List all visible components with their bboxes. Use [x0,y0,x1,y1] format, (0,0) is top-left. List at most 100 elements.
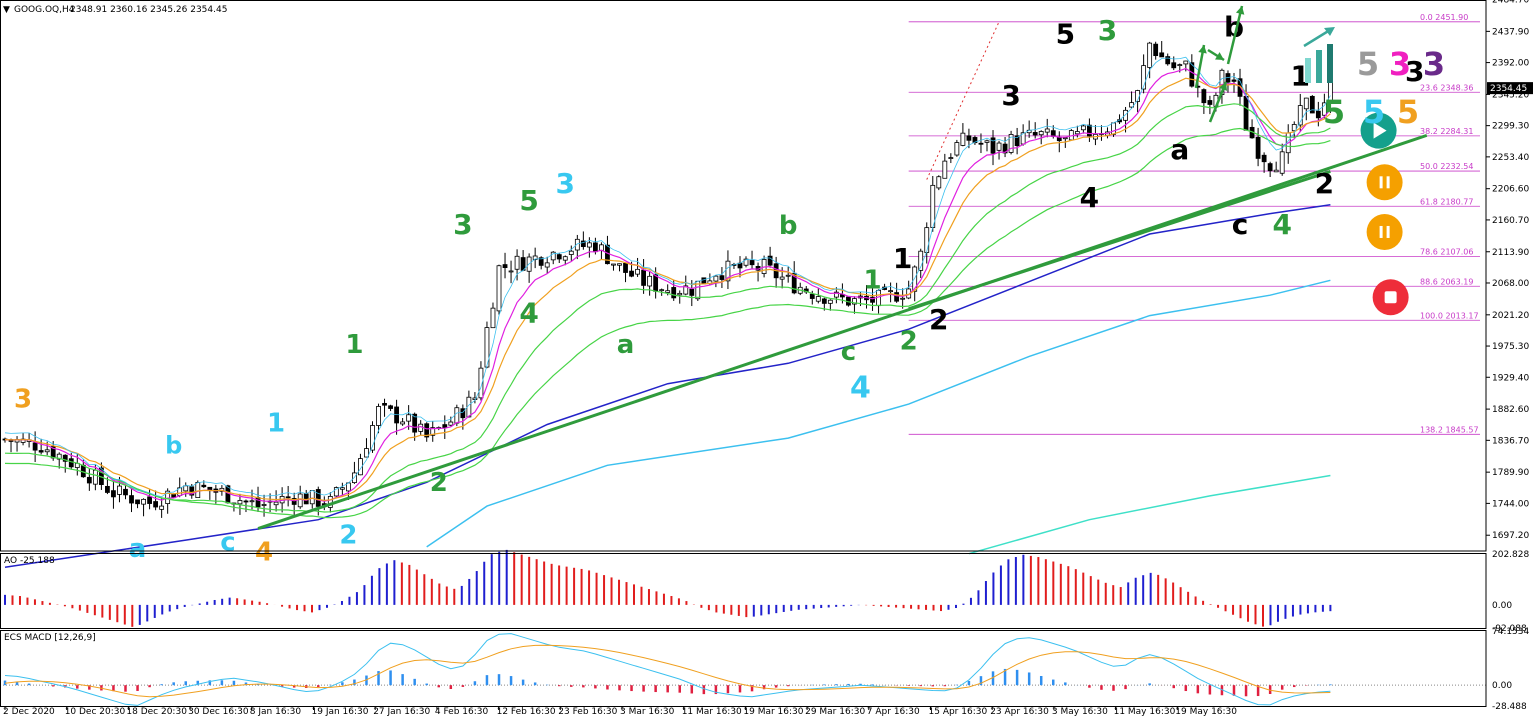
candle-body [1183,60,1189,65]
candle-body [327,496,333,508]
trade-signals [1360,112,1409,316]
time-label: 23 Feb 16:30 [558,707,617,717]
candle-body [1177,64,1183,67]
candle-body [382,402,387,406]
legend-arrow-icon [1303,28,1331,48]
candle-body [1123,109,1128,121]
candle-body [165,490,171,504]
arrow-up-3-head [1219,82,1228,91]
wave-label: 2 [339,521,357,551]
candle-body [641,269,646,286]
wave-label: 5 [1056,18,1075,51]
candle-body [460,408,466,419]
candle-body [1171,62,1177,69]
wave-label: 3 [453,208,472,241]
ao-panel: 202.828 0.00 -92.088 [4,549,1529,634]
candle-body [978,142,984,145]
candle-body [532,255,538,260]
pause-bar [1379,225,1383,238]
candle-body [701,277,707,285]
trendline [257,133,1428,530]
candle-body [833,291,839,298]
legend-wave: 5 [1357,45,1379,83]
candle-body [123,488,128,496]
wave-label: 1 [267,408,285,438]
candle-body [159,505,165,510]
pause-bar [1379,176,1383,189]
price-tick-label: 2113.90 [1492,248,1529,258]
wave-label: 2 [900,327,918,357]
macd-frame [0,630,1487,707]
candle-body [358,458,363,476]
time-label: 23 Apr 16:30 [990,707,1049,717]
candle-body [544,262,550,268]
time-label: 8 Jan 16:30 [250,707,302,717]
candle-body [1038,131,1044,136]
candle-body [659,289,665,292]
candle-body [586,242,592,248]
candle-body [448,421,454,426]
price-tick-label: 2484.70 [1492,0,1529,6]
candle-body [647,275,653,287]
candle-body [105,485,110,493]
macd-label: ECS MACD [12,26,9] [4,633,96,643]
candle-body [153,501,159,508]
candle-body [315,489,321,507]
arrow-right-head [1215,52,1224,60]
moving-average-line [968,474,1331,555]
candle-body [1303,97,1309,110]
time-label: 19 Jan 16:30 [312,707,369,717]
candle-body [406,414,412,422]
candle-body [370,425,375,451]
candle-body [285,496,291,499]
price-tick-label: 2206.60 [1492,185,1529,195]
fib-label: 38.2 2284.31 [1420,127,1473,136]
wave-label: 5 [519,184,538,217]
candle-body [508,270,514,273]
time-label: 12 Feb 16:30 [497,707,556,717]
candle-body [333,487,339,497]
candle-body [574,238,580,251]
candle-body [888,290,893,293]
price-tick-label: 2068.00 [1492,279,1529,289]
symbol-label: GOOG.OQ,H4 [14,5,75,15]
ema-slow-line [4,103,1331,513]
wave-label: 2 [1315,167,1334,200]
fib-label: 61.8 2180.77 [1420,197,1473,206]
macd-panel: 74.1534 0.00 -28.488 [0,627,1529,712]
candle-body [388,405,393,409]
fib-anchor-line [926,21,1000,180]
wave-label: 4 [1272,208,1291,241]
ohlc-values: 2348.91 2360.16 2345.26 2354.45 [70,5,227,15]
candle-body [201,484,207,488]
time-label: 4 Feb 16:30 [435,707,489,717]
pause-bar [1386,225,1390,238]
candle-body [38,450,44,453]
candle-body [80,464,86,478]
wave-label: c [1232,208,1249,241]
candle-body [117,485,122,495]
candle-body [972,137,978,144]
candle-body [442,424,448,429]
candle-body [1291,124,1297,132]
candle-body [580,240,586,247]
time-label: 11 May 16:30 [1114,707,1176,717]
header-triangle[interactable]: ▼ [3,5,10,15]
candle-body [665,290,671,293]
play-glyph [1373,122,1387,139]
candle-body [291,498,297,505]
candle-body [430,427,436,436]
candle-body [1315,110,1321,119]
legend-bar-icon [1327,44,1333,83]
candle-body [514,255,520,270]
candle-body [86,476,92,484]
ao-label: AO -25.188 [4,556,55,566]
wave-label: 1 [863,265,881,295]
price-tick-label: 1697.20 [1492,531,1529,541]
candle-body [195,482,201,499]
candle-body [147,496,152,504]
wave-label: b [779,211,798,241]
candle-body [821,298,827,304]
candle-body [424,423,430,438]
legend-bar-icon [1316,50,1322,83]
